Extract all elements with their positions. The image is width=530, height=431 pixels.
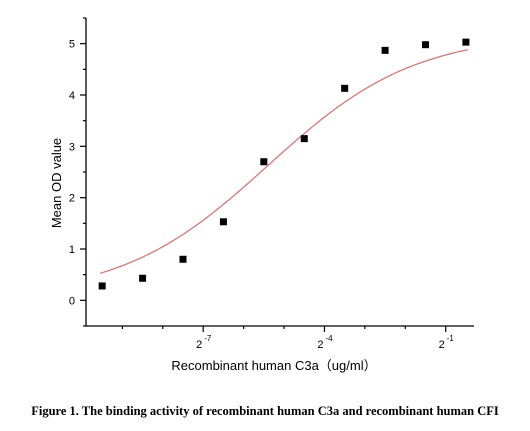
data-point bbox=[179, 255, 187, 263]
x-tick-label: 2-4 bbox=[317, 334, 333, 351]
y-tick-label: 1 bbox=[69, 244, 75, 256]
figure-caption: Figure 1. The binding activity of recomb… bbox=[31, 404, 499, 418]
data-point bbox=[381, 46, 389, 54]
data-point bbox=[139, 274, 147, 282]
x-tick-exponent: -1 bbox=[447, 334, 455, 343]
x-axis-title: Recombinant human C3a（ug/ml） bbox=[171, 358, 376, 373]
data-point bbox=[98, 282, 106, 290]
y-tick-label: 2 bbox=[69, 193, 75, 205]
x-tick-base: 2 bbox=[317, 339, 323, 351]
data-points bbox=[98, 38, 470, 290]
y-tick-label: 0 bbox=[69, 295, 75, 307]
fit-curve-layer bbox=[99, 49, 469, 274]
data-point bbox=[422, 41, 429, 49]
data-point bbox=[462, 38, 470, 46]
x-tick-exponent: -7 bbox=[204, 334, 212, 343]
data-point bbox=[219, 218, 227, 226]
x-tick-exponent: -4 bbox=[325, 334, 333, 343]
data-point bbox=[300, 135, 308, 143]
x-tick-label: 2-7 bbox=[196, 334, 212, 351]
y-axis-title: Mean OD value bbox=[49, 138, 64, 228]
x-tick-base: 2 bbox=[196, 339, 202, 351]
x-tick-label: 2-1 bbox=[439, 334, 455, 351]
fit-curve bbox=[99, 49, 469, 274]
data-point bbox=[260, 158, 268, 166]
y-tick-label: 5 bbox=[69, 39, 75, 51]
data-point bbox=[341, 84, 349, 92]
x-tick-base: 2 bbox=[439, 339, 445, 351]
y-tick-label: 3 bbox=[69, 141, 75, 153]
y-tick-label: 4 bbox=[69, 90, 75, 102]
